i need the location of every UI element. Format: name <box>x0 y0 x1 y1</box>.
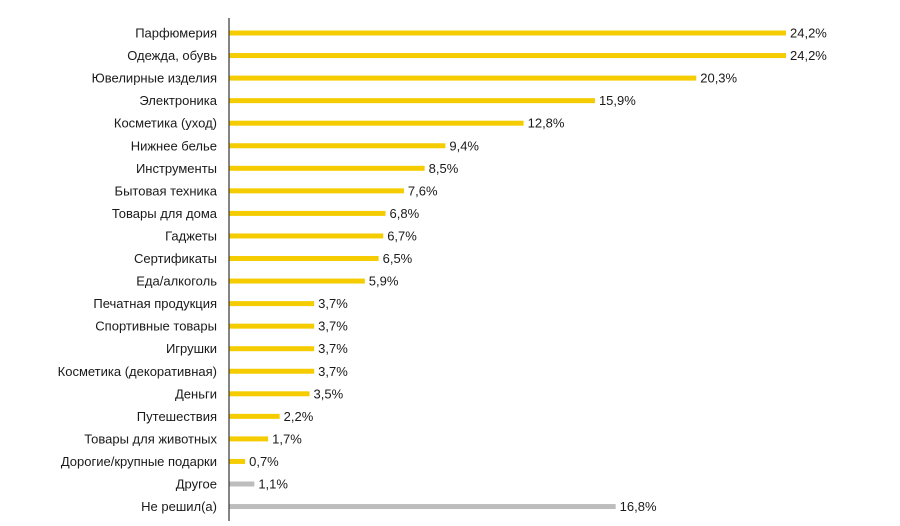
bar <box>229 368 315 374</box>
category-label: Товары для дома <box>112 206 218 221</box>
bar <box>229 391 310 397</box>
category-label: Косметика (декоративная) <box>58 364 217 379</box>
value-label: 1,1% <box>258 477 288 492</box>
category-label: Спортивные товары <box>95 319 217 334</box>
value-label: 16,8% <box>620 499 657 514</box>
bar <box>229 413 280 419</box>
value-label: 3,5% <box>314 386 344 401</box>
category-label: Дорогие/крупные подарки <box>61 454 217 469</box>
bar <box>229 120 524 126</box>
category-label: Товары для животных <box>84 431 217 446</box>
value-label: 8,5% <box>429 161 459 176</box>
category-label: Не решил(а) <box>141 499 217 514</box>
bar <box>229 53 786 59</box>
value-label: 6,8% <box>390 206 420 221</box>
category-label: Электроника <box>139 93 217 108</box>
bar <box>229 233 384 239</box>
bar <box>229 481 255 487</box>
category-label: Парфюмерия <box>135 26 217 41</box>
value-label: 3,7% <box>318 319 348 334</box>
value-label: 24,2% <box>790 26 827 41</box>
category-label: Печатная продукция <box>93 296 217 311</box>
bar <box>229 188 404 194</box>
value-label: 0,7% <box>249 454 279 469</box>
bar <box>229 30 786 36</box>
category-label: Путешествия <box>137 409 217 424</box>
value-label: 20,3% <box>700 71 737 86</box>
category-label: Сертификаты <box>134 251 217 266</box>
value-label: 15,9% <box>599 93 636 108</box>
category-label: Ювелирные изделия <box>92 71 217 86</box>
bar <box>229 256 379 261</box>
value-label: 9,4% <box>449 138 479 153</box>
value-label: 6,5% <box>383 251 413 266</box>
value-label: 12,8% <box>528 116 565 131</box>
bars-group <box>229 30 786 510</box>
category-label: Косметика (уход) <box>114 116 217 131</box>
value-label: 3,7% <box>318 364 348 379</box>
bar <box>229 346 315 352</box>
value-label: 3,7% <box>318 296 348 311</box>
value-label: 2,2% <box>284 409 314 424</box>
bar <box>229 301 315 307</box>
category-label: Инструменты <box>136 161 217 176</box>
value-label: 1,7% <box>272 431 302 446</box>
bar <box>229 278 365 284</box>
value-label: 3,7% <box>318 341 348 356</box>
bar <box>229 98 595 104</box>
category-label: Деньги <box>175 386 217 401</box>
category-label: Другое <box>176 477 217 492</box>
bar <box>229 504 616 510</box>
value-label: 5,9% <box>369 274 399 289</box>
value-label: 6,7% <box>387 228 417 243</box>
bar <box>229 143 446 149</box>
category-label: Бытовая техника <box>115 183 218 198</box>
category-labels-group: Парфюмерия Одежда, обувь Ювелирные изделия… <box>58 26 218 515</box>
category-label: Еда/алкоголь <box>136 274 217 289</box>
bar <box>229 210 386 216</box>
bar <box>229 436 269 442</box>
category-label: Нижнее белье <box>131 138 217 153</box>
category-label: Гаджеты <box>165 228 217 243</box>
value-label: 7,6% <box>408 183 438 198</box>
category-label: Одежда, обувь <box>127 48 217 63</box>
bar <box>229 165 425 171</box>
category-label: Игрушки <box>166 341 217 356</box>
bar <box>229 458 246 464</box>
value-label: 24,2% <box>790 48 827 63</box>
value-labels-group: 24,2% 24,2% 20,3% 15,9% 12,8% 9,4% 8,5% 7,6% 6,8… <box>249 26 827 515</box>
bar <box>229 75 697 81</box>
bar <box>229 323 315 329</box>
